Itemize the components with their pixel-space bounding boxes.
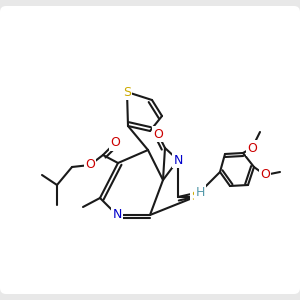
Text: N: N — [173, 154, 183, 166]
Text: H: H — [195, 185, 205, 199]
Text: S: S — [191, 190, 199, 203]
Text: O: O — [260, 169, 270, 182]
Text: O: O — [153, 128, 163, 140]
Text: N: N — [112, 208, 122, 221]
Text: S: S — [123, 85, 131, 98]
Text: O: O — [247, 142, 257, 154]
Text: O: O — [110, 136, 120, 149]
FancyBboxPatch shape — [0, 6, 300, 294]
Text: O: O — [85, 158, 95, 172]
